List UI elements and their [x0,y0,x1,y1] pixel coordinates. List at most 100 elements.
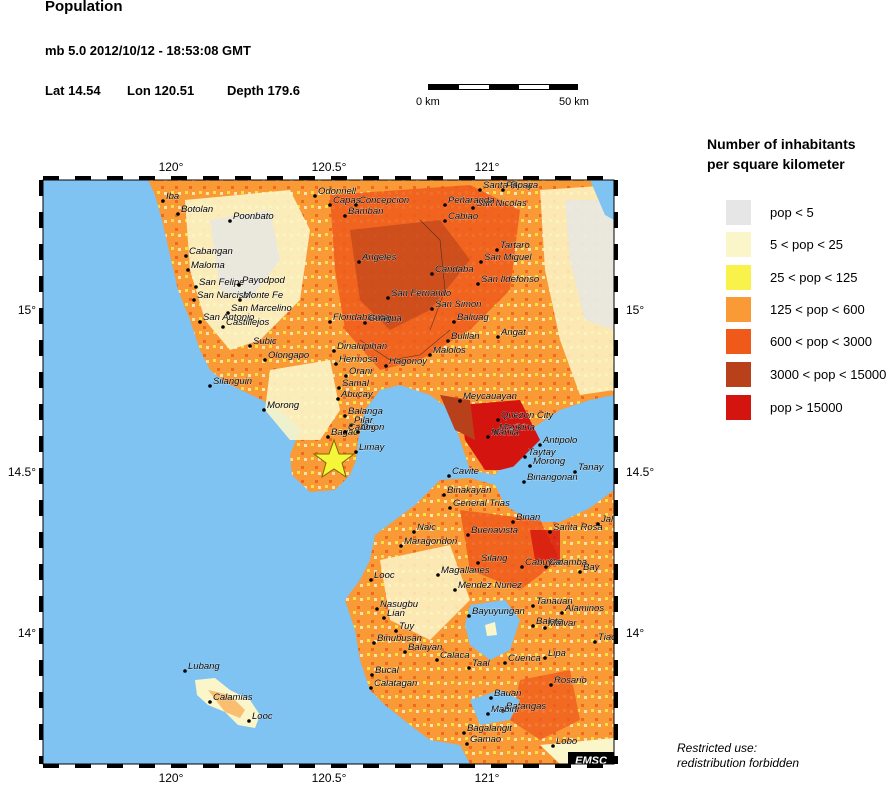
scale-bar [428,84,578,90]
place-dot [384,364,388,368]
place-label: Balete [536,616,563,627]
place-dot [313,194,317,198]
place-label: Guagua [368,313,402,324]
frame-tick [203,764,219,768]
place-dot [501,709,505,713]
place-label: Iba [166,191,179,202]
place-dot [356,430,360,434]
place-dot [531,624,535,628]
frame-tick [139,176,155,180]
place-label: Marikina [499,422,535,433]
place-dot [531,604,535,608]
place-dot [511,520,515,524]
bottom-axis-label-2: 120.5° [312,771,347,785]
frame-tick [139,764,155,768]
place-dot [192,298,196,302]
place-label: Lubang [188,661,220,672]
place-label: Maragondon [404,536,457,547]
frame-tick [427,764,443,768]
frame-tick [39,404,43,420]
place-label: Meycauayan [463,391,517,402]
frame-tick [459,176,475,180]
event-line: mb 5.0 2012/10/12 - 18:53:08 GMT [45,43,251,58]
frame-tick [39,180,43,196]
place-label: Malolos [433,345,466,356]
place-label: Cabuyao [525,557,563,568]
depth-text: Depth 179.6 [227,83,300,98]
place-label: Concepcion [359,195,409,206]
place-label: Looc [374,570,395,581]
frame-tick [459,764,475,768]
place-label: Tuy [399,621,415,632]
place-label: Balayan [408,642,442,653]
place-dot [336,397,340,401]
legend-swatch [726,329,751,354]
frame-tick [614,660,618,676]
place-label: Tiao [598,632,616,643]
frame-tick [39,692,43,708]
bataan-mountains [265,360,340,440]
place-dot [343,414,347,418]
legend-label: 5 < pop < 25 [770,237,844,252]
place-dot [237,283,241,287]
place-label: Malvar [548,618,577,629]
place-label: General Trias [453,498,510,509]
frame-tick [39,564,43,580]
legend-label: 125 < pop < 600 [770,302,865,317]
place-dot [332,349,336,353]
place-dot [442,493,446,497]
place-label: San Narciso [197,290,249,301]
frame-tick [587,176,603,180]
frame-tick [171,764,187,768]
frame-tick [203,176,219,180]
legend-item: 600 < pop < 3000 [726,329,893,355]
place-dot [520,565,524,569]
frame-tick [491,176,507,180]
frame-tick [235,764,251,768]
place-label: Morong [533,456,566,467]
place-dot [349,423,353,427]
legend-label: pop > 15000 [770,400,843,415]
place-label: Bagalangit [467,723,512,734]
place-dot [369,686,373,690]
frame-tick [614,276,618,292]
place-label: Binakayan [447,485,491,496]
top-axis-label-1: 120° [159,160,184,174]
frame-tick [39,340,43,356]
metro-manila [460,400,540,470]
place-label: Calatagan [374,678,417,689]
frame-tick [614,436,618,452]
frame-tick [614,724,618,740]
place-dot [503,661,507,665]
legend-title-line-2: per square kilometer [707,156,845,172]
place-label: Hermosa [339,354,378,365]
frame-tick [171,176,187,180]
place-dot [369,578,373,582]
place-dot [198,320,202,324]
place-dot [467,666,471,670]
frame-tick [363,764,379,768]
emsc-badge [568,752,614,764]
place-label: Looc [252,711,273,722]
place-label: San Antonio [203,312,254,323]
place-label: Orion [361,422,384,433]
frame-tick [614,308,618,324]
legend-title-line-1: Number of inhabitants [707,136,856,152]
legend-item: 25 < pop < 125 [726,265,893,291]
place-dot [560,611,564,615]
legend-swatch [726,232,751,257]
place-dot [247,719,251,723]
place-dot [226,311,230,315]
frame-tick [614,340,618,356]
place-dot [344,374,348,378]
place-dot [543,626,547,630]
place-dot [184,254,188,258]
place-dot [479,260,483,264]
legend-label: 600 < pop < 3000 [770,334,872,349]
place-label: San Ildefonso [481,274,539,285]
frame-tick [39,276,43,292]
usage-note-line-2: redistribution forbidden [677,756,800,770]
frame-tick [523,764,539,768]
frame-tick [299,176,315,180]
